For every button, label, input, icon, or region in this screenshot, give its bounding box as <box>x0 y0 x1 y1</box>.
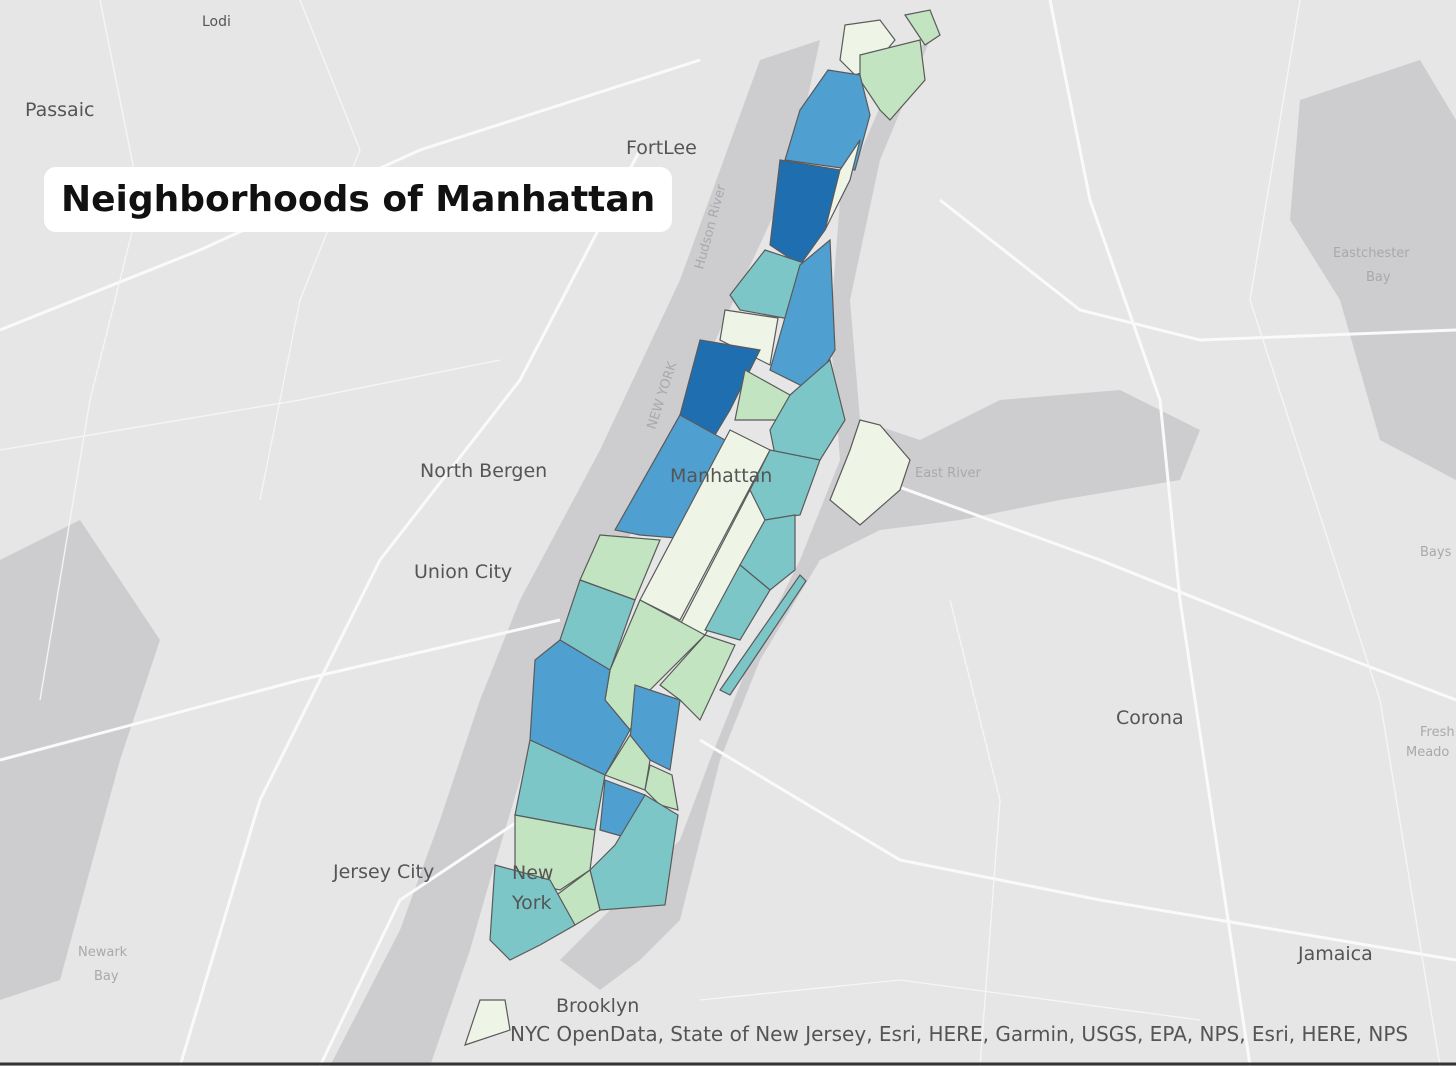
place-label: Meado <box>1406 745 1449 760</box>
place-label: East River <box>915 466 982 481</box>
place-label: Lodi <box>202 14 231 30</box>
neighborhoods <box>464 9 941 1046</box>
place-label: FortLee <box>626 137 697 159</box>
neighborhood <box>679 339 761 436</box>
neighborhood <box>704 564 771 641</box>
neighborhood <box>529 639 631 776</box>
place-label: Corona <box>1116 707 1184 729</box>
neighborhood <box>829 419 911 526</box>
place-label: Newark <box>78 945 128 960</box>
place-label: Eastchester <box>1333 246 1410 261</box>
place-label: Fresh <box>1420 725 1455 740</box>
neighborhood <box>904 9 941 46</box>
neighborhood <box>639 429 771 621</box>
neighborhood <box>659 634 736 722</box>
place-label: York <box>511 892 552 914</box>
neighborhood <box>784 69 871 171</box>
place-label: Bay <box>94 969 119 984</box>
neighborhood <box>629 684 681 771</box>
neighborhood <box>719 574 807 696</box>
place-label: Jamaica <box>1297 943 1373 965</box>
neighborhood <box>824 139 861 231</box>
neighborhood <box>464 999 511 1046</box>
neighborhood <box>644 764 679 811</box>
place-label: Union City <box>414 561 512 583</box>
place-label: Bay <box>1366 270 1391 285</box>
neighborhood <box>769 159 841 266</box>
map-title: Neighborhoods of Manhattan <box>44 167 673 232</box>
place-label: Passaic <box>25 99 94 121</box>
neighborhood <box>514 814 596 891</box>
place-label: New <box>512 862 553 884</box>
place-label: Manhattan <box>670 465 772 487</box>
place-label: Bays <box>1420 545 1452 560</box>
place-label: Brooklyn <box>556 995 639 1017</box>
place-label: North Bergen <box>420 460 547 482</box>
neighborhood <box>739 514 796 591</box>
neighborhood <box>719 309 779 366</box>
neighborhood <box>489 864 576 961</box>
attribution: NYC OpenData, State of New Jersey, Esri,… <box>510 1022 1409 1046</box>
place-label: Jersey City <box>332 861 434 883</box>
